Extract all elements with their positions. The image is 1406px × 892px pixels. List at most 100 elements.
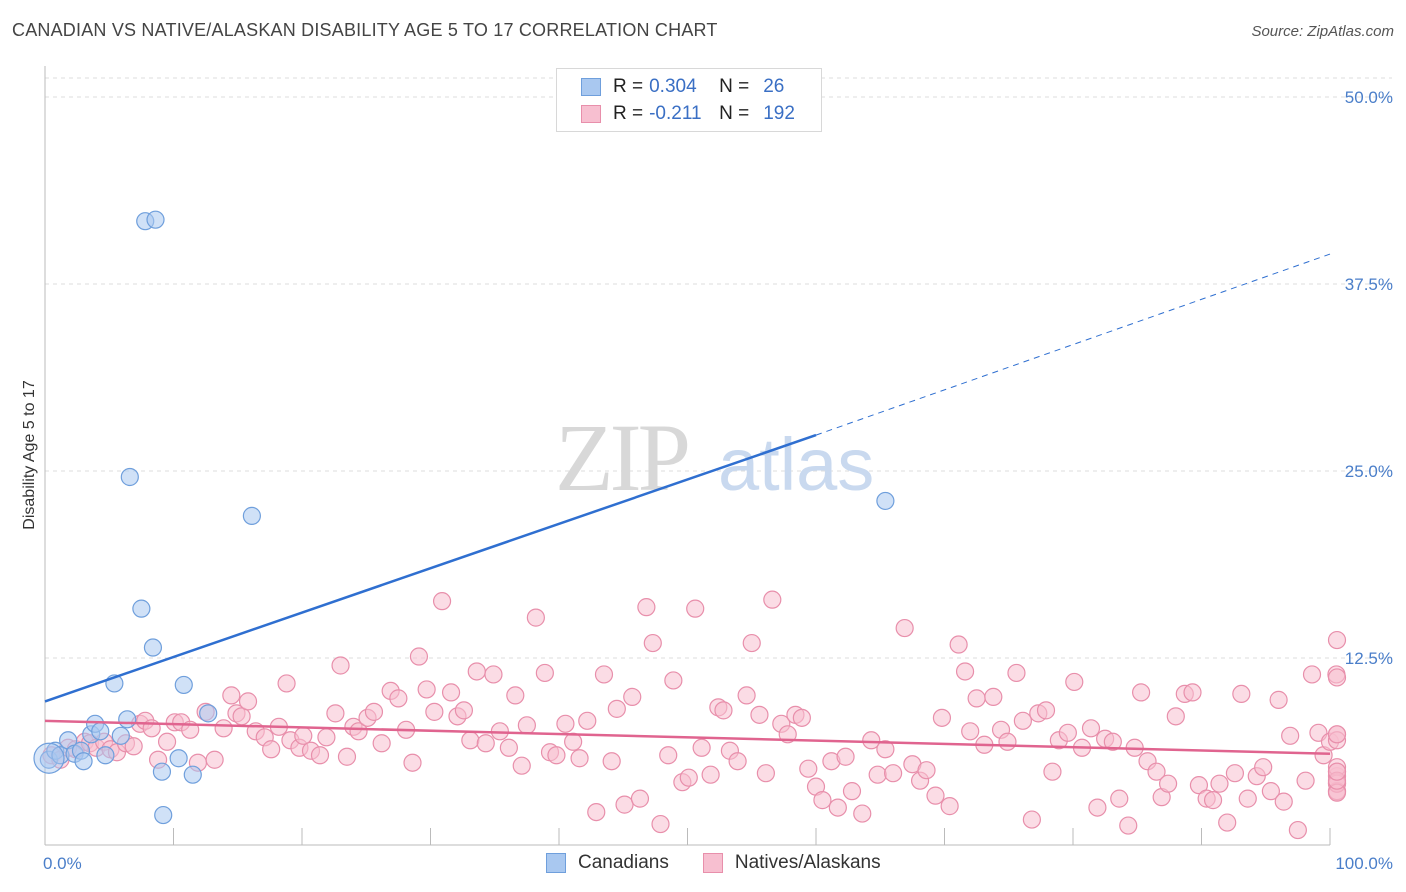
natives-point <box>692 738 711 757</box>
natives-point <box>1022 810 1041 829</box>
natives-point <box>294 726 313 745</box>
canadians-point <box>120 467 139 487</box>
natives-point <box>792 708 811 727</box>
natives-point <box>1296 771 1315 790</box>
x-tick-label-max: 100.0% <box>1335 854 1393 873</box>
natives-point <box>967 689 986 708</box>
canadians-point <box>154 805 173 825</box>
bottom-legend-canadians: Canadians <box>546 852 669 874</box>
natives-trendline <box>44 719 1331 755</box>
natives-point <box>587 802 606 822</box>
natives-point <box>222 686 241 705</box>
natives-point <box>876 740 895 759</box>
natives-point <box>425 702 444 721</box>
y-tick-label: 25.0% <box>1345 462 1393 481</box>
canadians-point <box>146 210 165 229</box>
natives-point <box>984 687 1003 706</box>
natives-point <box>1288 820 1307 840</box>
natives-point <box>1218 813 1237 832</box>
grid-lines <box>45 77 1392 659</box>
natives-point <box>701 765 720 784</box>
natives-point <box>417 680 436 699</box>
legend-n-label: N = <box>719 103 750 124</box>
tick-labels: 12.5% 25.0% 37.5% 50.0% 0.0% 100.0% <box>43 88 1393 873</box>
canadians-trendline <box>44 433 817 703</box>
natives-point <box>1132 683 1151 702</box>
canadians-point <box>169 749 188 768</box>
canadians-trendline-extension <box>815 253 1331 436</box>
legend-r-label: R = <box>613 103 644 124</box>
natives-point <box>955 662 975 681</box>
natives-point <box>1058 723 1077 742</box>
y-axis-title: Disability Age 5 to 17 <box>21 380 38 530</box>
natives-point <box>432 592 452 611</box>
natives-point <box>1088 798 1107 817</box>
legend-swatch-canadians <box>581 78 601 96</box>
canadians-point <box>118 710 137 729</box>
natives-point <box>124 737 143 756</box>
natives-point <box>205 750 224 769</box>
natives-point <box>441 683 461 702</box>
natives-point <box>310 746 330 765</box>
natives-point <box>1203 791 1223 810</box>
natives-point <box>756 764 775 783</box>
legend-r-value-canadians: 0.304 <box>649 76 697 97</box>
natives-point <box>615 795 634 814</box>
canadians-point <box>132 599 151 618</box>
natives-point <box>564 732 583 751</box>
natives-point <box>940 797 959 816</box>
natives-point <box>763 590 782 609</box>
natives-point <box>517 716 536 735</box>
natives-point <box>1036 701 1056 720</box>
natives-point <box>1327 762 1347 781</box>
natives-point <box>714 701 733 720</box>
bottom-legend-label-canadians: Canadians <box>578 852 669 873</box>
natives-point <box>799 759 818 778</box>
natives-point <box>1254 758 1273 777</box>
natives-point <box>1225 764 1245 783</box>
natives-point <box>836 747 855 766</box>
natives-point <box>998 732 1017 751</box>
natives-point <box>737 686 756 705</box>
canadians-point <box>74 752 93 771</box>
natives-point <box>664 671 683 690</box>
natives-point <box>1281 726 1300 745</box>
natives-point <box>570 749 589 768</box>
bottom-legend: Canadians Natives/Alaskans <box>546 852 915 874</box>
natives-point <box>389 689 408 708</box>
legend-n-value-natives: 192 <box>763 103 795 124</box>
legend-n-value-canadians: 26 <box>763 76 785 97</box>
natives-point <box>364 702 384 721</box>
natives-points <box>42 590 1347 840</box>
natives-point <box>506 686 525 705</box>
legend-row-canadians: R = 0.304 N = 26 <box>581 75 784 99</box>
natives-point <box>262 740 281 759</box>
natives-point <box>578 711 597 730</box>
natives-point <box>862 731 881 750</box>
bottom-legend-label-natives: Natives/Alaskans <box>734 852 881 873</box>
natives-point <box>409 647 429 666</box>
natives-point <box>1210 774 1229 793</box>
natives-point <box>512 756 531 775</box>
natives-point <box>651 814 670 834</box>
natives-point <box>742 633 761 653</box>
natives-point <box>1327 725 1347 744</box>
chart-title: CANADIAN VS NATIVE/ALASKAN DISABILITY AG… <box>12 20 718 40</box>
natives-point <box>1166 707 1185 726</box>
natives-point <box>686 599 705 618</box>
natives-point <box>349 722 368 741</box>
natives-point <box>467 662 486 681</box>
natives-point <box>926 786 945 805</box>
natives-point <box>484 665 503 684</box>
natives-point <box>643 633 662 653</box>
natives-point <box>842 782 862 801</box>
natives-point <box>454 701 474 720</box>
natives-point <box>157 732 177 751</box>
canadians-point <box>143 638 163 657</box>
y-tick-label: 12.5% <box>1345 649 1393 668</box>
watermark-zip: ZIP <box>555 404 688 511</box>
natives-point <box>1158 774 1178 793</box>
natives-point <box>535 663 554 683</box>
source-label: Source: ZipAtlas.com <box>1251 23 1394 40</box>
